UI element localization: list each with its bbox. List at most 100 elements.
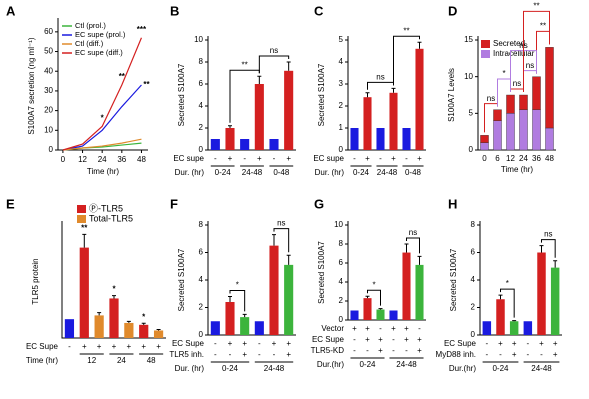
panel-label: E <box>6 196 15 211</box>
bar <box>350 128 359 150</box>
y-tick-label: 4 <box>471 275 476 284</box>
significance: ns <box>409 228 417 237</box>
row-cell: - <box>214 350 217 359</box>
row-cell: + <box>417 154 422 163</box>
significance: ns <box>376 73 384 82</box>
bracket <box>229 290 246 312</box>
row-cell: - <box>526 339 529 348</box>
significance: ** <box>242 60 248 69</box>
bar <box>240 139 250 150</box>
legend-label: Intracellular <box>493 49 535 58</box>
axes <box>207 36 296 151</box>
bracket <box>523 10 550 92</box>
bar <box>350 310 359 320</box>
bar-segment <box>493 109 502 121</box>
y-tick-label: 6 <box>199 248 204 257</box>
panel-label: B <box>170 3 179 18</box>
y-axis-label: Secreted S100A7 <box>177 63 186 126</box>
row-cell: + <box>228 154 233 163</box>
row-cell: + <box>512 350 517 359</box>
row-cell: + <box>404 324 409 333</box>
row-label: Dur. (hr) <box>175 364 205 373</box>
error-bar <box>156 329 161 331</box>
row-cell: - <box>540 350 543 359</box>
significance: ** <box>81 224 88 233</box>
row-cell: + <box>553 350 558 359</box>
row-cell: - <box>214 339 217 348</box>
y-tick-label: 2 <box>339 101 344 110</box>
group-label: 0-24 <box>492 364 509 373</box>
x-tick-label: 36 <box>532 154 541 163</box>
bar <box>109 298 119 338</box>
error-bar <box>112 295 116 299</box>
significance: * <box>372 280 375 289</box>
row-label: Vector <box>321 324 344 333</box>
bar-segment <box>532 109 541 151</box>
bar <box>415 264 424 320</box>
x-axis-label: Time (hr) <box>501 165 533 174</box>
y-tick-label: 6 <box>339 258 344 267</box>
bar-segment <box>532 76 541 110</box>
row-cell: + <box>257 154 262 163</box>
group-label: 24-48 <box>264 364 285 373</box>
bar <box>402 128 411 150</box>
row-cell: - <box>68 342 71 351</box>
y-tick-label: 0 <box>469 145 474 154</box>
y-tick-label: 4 <box>199 275 204 284</box>
significance: ns <box>513 79 521 88</box>
group-label: 0-24 <box>359 360 376 369</box>
legend-label: Ctl (prol.) <box>75 21 106 30</box>
row-label: EC Supe <box>26 342 59 351</box>
y-tick-label: 4 <box>339 277 344 286</box>
error-bar <box>272 234 276 246</box>
bracket <box>406 237 420 254</box>
y-tick-label: 0 <box>49 145 54 154</box>
bracket <box>258 55 290 74</box>
panel-label: H <box>448 196 457 211</box>
group-label: 0-48 <box>273 168 290 177</box>
y-tick-label: 5 <box>339 35 344 44</box>
row-cell: - <box>353 346 356 355</box>
line <box>62 84 142 151</box>
significance: * <box>236 281 239 290</box>
row-cell: + <box>242 339 247 348</box>
row-cell: + <box>141 342 146 351</box>
row-cell: - <box>405 154 408 163</box>
bar-segment <box>480 135 489 143</box>
bar <box>389 92 398 150</box>
y-axis-label: Secreted S100A7 <box>449 248 458 311</box>
error-bar <box>286 254 291 265</box>
panel-label: A <box>6 3 16 18</box>
row-cell: + <box>365 154 370 163</box>
legend-swatch <box>481 40 490 48</box>
error-bar <box>365 295 370 299</box>
row-cell: - <box>392 335 395 344</box>
bracket <box>510 88 524 92</box>
axes <box>347 36 426 151</box>
bar <box>269 245 279 335</box>
bar <box>269 139 279 150</box>
significance: ** <box>540 21 546 30</box>
bar-segment <box>506 113 515 151</box>
row-cell: + <box>391 154 396 163</box>
error-bar <box>417 255 422 265</box>
y-tick-label: 30 <box>44 86 53 95</box>
x-tick-label: 24 <box>98 155 107 164</box>
significance: ** <box>533 1 539 10</box>
legend-label: EC supe (prol.) <box>75 30 126 39</box>
y-tick-label: 4 <box>339 57 344 66</box>
bracket <box>541 239 556 258</box>
error-bar <box>404 243 409 253</box>
row-cell: - <box>214 154 217 163</box>
row-label: EC supe <box>173 154 204 163</box>
error-bar <box>553 260 558 268</box>
bar <box>139 324 149 338</box>
bar <box>254 84 264 150</box>
significance: * <box>101 113 105 122</box>
bar-segment <box>480 142 489 151</box>
row-cell: + <box>286 154 291 163</box>
row-cell: - <box>243 154 246 163</box>
error-bar <box>512 320 517 322</box>
bar <box>376 128 385 150</box>
